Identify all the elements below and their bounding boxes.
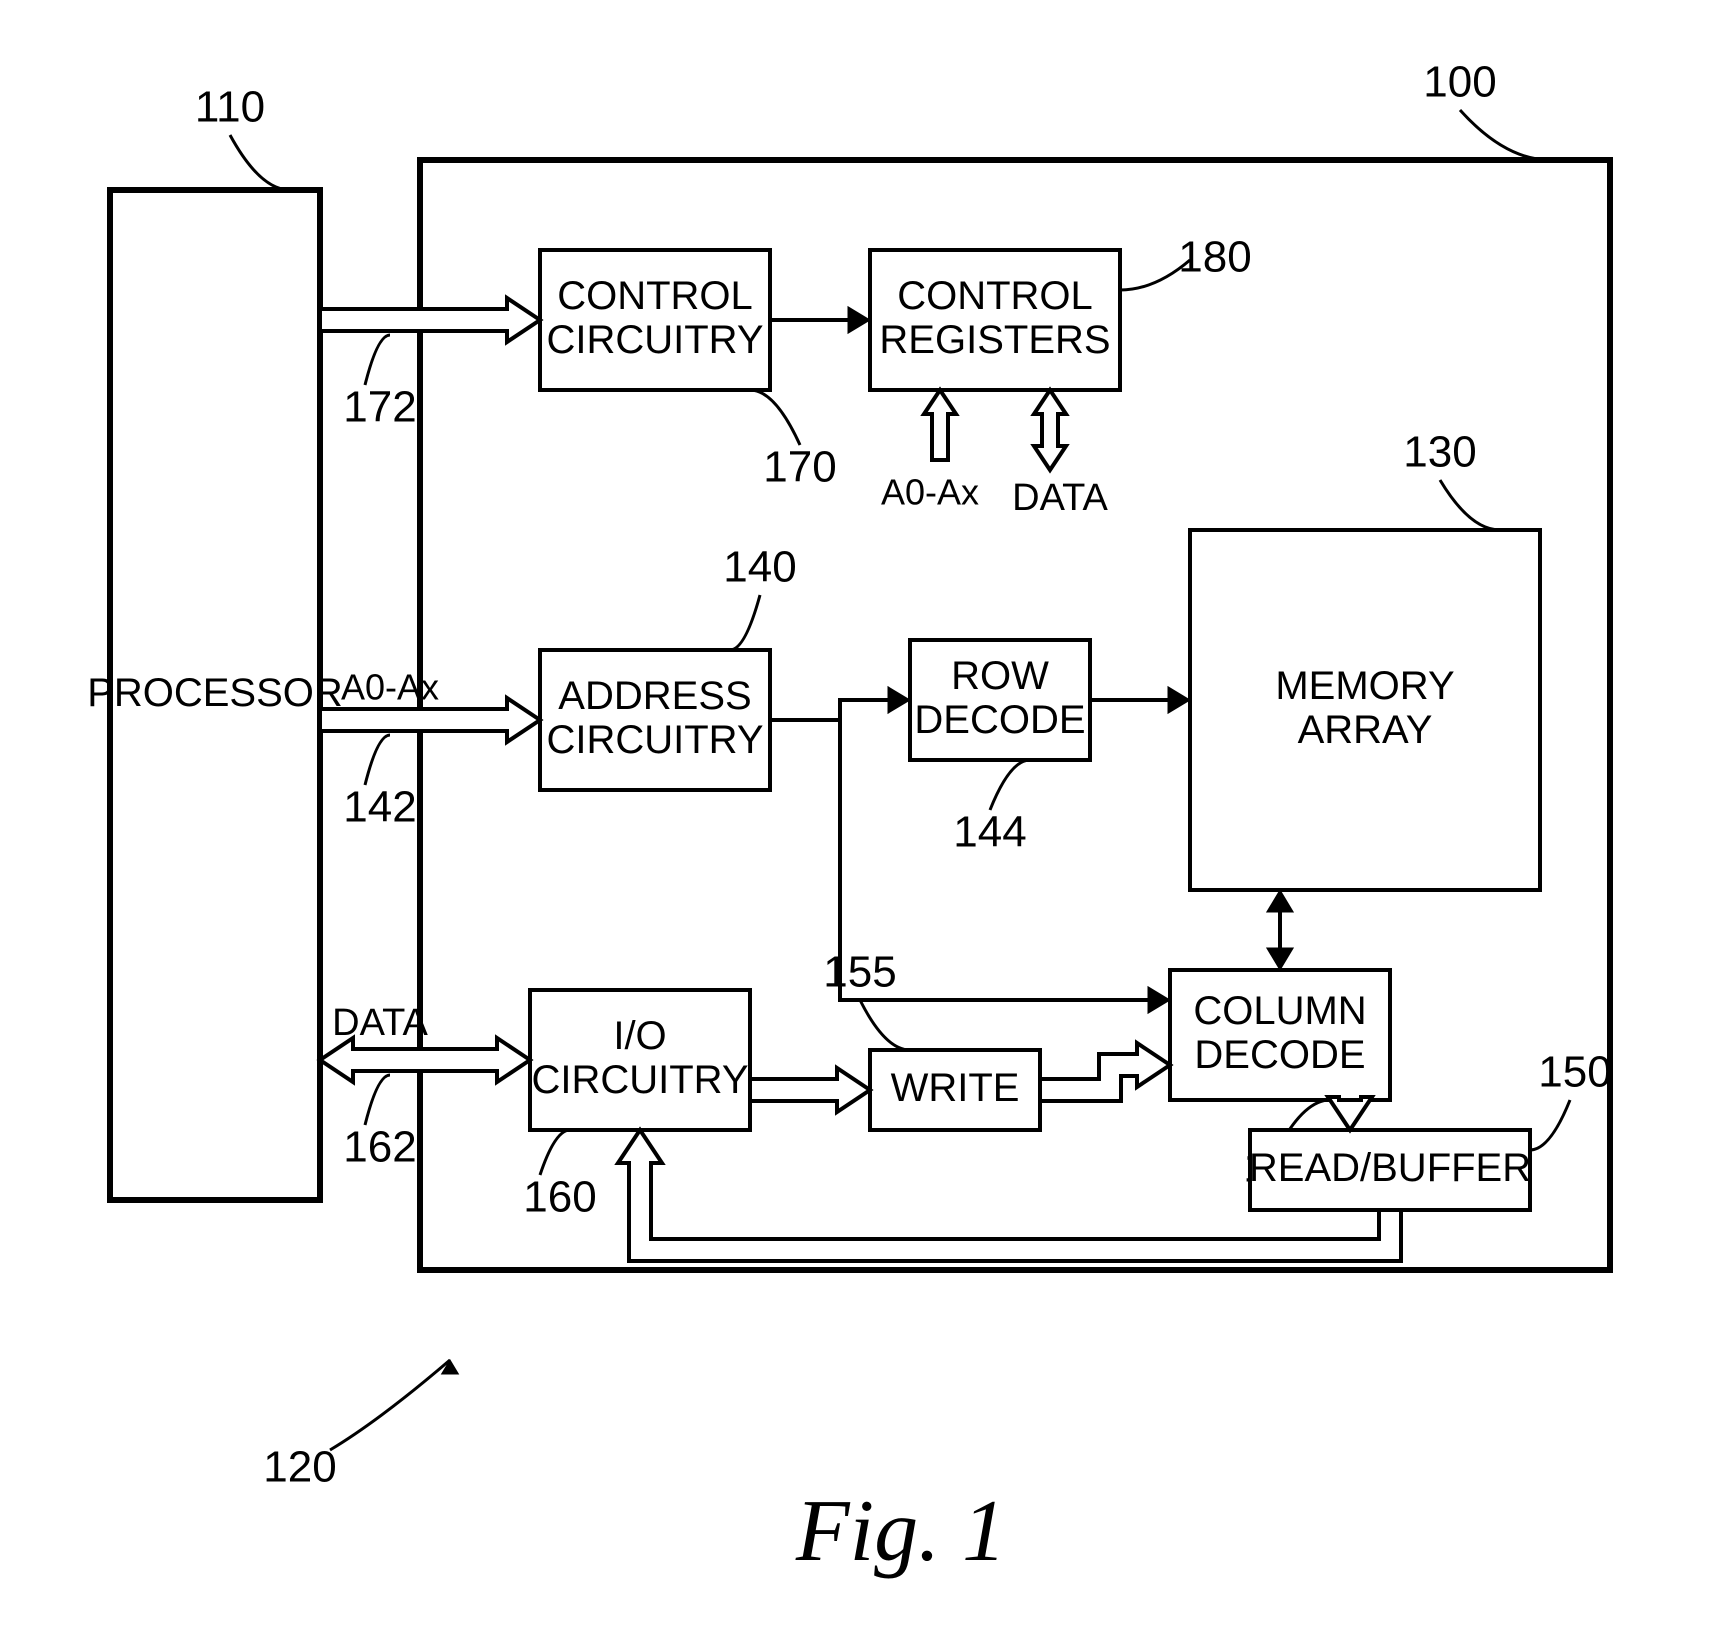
column-decode-label: COLUMNDECODE xyxy=(1193,989,1366,1077)
bus-label-addr: A0-Ax xyxy=(341,667,439,708)
memory-array-label: MEMORYARRAY xyxy=(1275,664,1454,752)
read-buffer-label: READ/BUFFER xyxy=(1249,1146,1531,1190)
ref-180: 180 xyxy=(1178,233,1251,282)
ref-142: 142 xyxy=(343,783,416,832)
bus-label-data: DATA xyxy=(332,1002,428,1044)
regs-addr-label: A0-Ax xyxy=(881,472,979,513)
ref-162: 162 xyxy=(343,1123,416,1172)
figure-caption: Fig. 1 xyxy=(795,1483,1006,1580)
control-registers-label: CONTROLREGISTERS xyxy=(879,274,1110,362)
ref-172: 172 xyxy=(343,383,416,432)
processor-label: PROCESSOR xyxy=(87,671,343,715)
ref-leader-110 xyxy=(230,135,290,190)
ref-leader-100 xyxy=(1460,110,1550,160)
ref-130: 130 xyxy=(1403,428,1476,477)
figure-svg: 100 PROCESSOR 110 CONTROLCIRCUITRY 170 C… xyxy=(0,0,1722,1627)
ref-100: 100 xyxy=(1423,58,1496,107)
control-circuitry-label: CONTROLCIRCUITRY xyxy=(546,274,763,362)
ref-leader-162 xyxy=(365,1075,390,1125)
regs-data-label: DATA xyxy=(1012,477,1108,519)
address-circuitry-label: ADDRESSCIRCUITRY xyxy=(546,674,763,762)
ref-110: 110 xyxy=(195,83,265,132)
ref-120: 120 xyxy=(263,1443,336,1492)
ref-leader-172 xyxy=(365,335,390,385)
ref-leader-120 xyxy=(330,1360,450,1450)
ref-160: 160 xyxy=(523,1173,596,1222)
ref-140: 140 xyxy=(723,543,796,592)
write-label: WRITE xyxy=(891,1066,1020,1110)
ref-144: 144 xyxy=(953,808,1026,857)
ref-leader-142 xyxy=(365,735,390,785)
ref-150: 150 xyxy=(1538,1048,1611,1097)
ref-170: 170 xyxy=(763,443,836,492)
ref-155: 155 xyxy=(823,948,896,997)
